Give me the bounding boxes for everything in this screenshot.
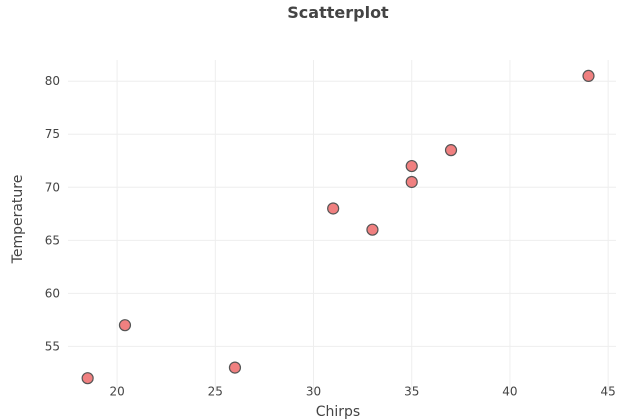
y-tick-label: 70 [45,180,60,194]
x-tick-label: 35 [404,385,419,399]
data-point[interactable] [444,144,458,157]
data-point[interactable] [327,202,340,215]
data-point[interactable] [366,223,379,236]
gridlines [68,60,616,392]
y-tick-label: 75 [45,127,60,141]
y-tick-label: 60 [45,286,60,300]
data-point[interactable] [582,69,595,83]
x-tick-label: 25 [208,385,223,399]
data-point[interactable] [228,361,242,374]
y-tick-label: 55 [45,339,60,353]
data-points [81,69,595,385]
x-tick-label: 20 [109,385,124,399]
x-axis-title: Chirps [316,404,360,420]
data-point[interactable] [118,319,132,332]
y-tick-label: 80 [45,74,60,88]
x-tick-label: 45 [601,385,616,399]
data-point[interactable] [81,372,94,385]
y-axis-ticks: 55 60 65 70 75 80 [45,74,60,353]
x-tick-label: 30 [306,385,321,399]
x-tick-label: 40 [502,385,517,399]
chart-title: Scatterplot [287,3,389,22]
y-tick-label: 65 [45,233,60,247]
data-point[interactable] [405,175,418,189]
y-axis-title: Temperature [10,175,26,265]
x-axis-ticks: 20 25 30 35 40 45 [109,385,615,399]
data-point[interactable] [405,159,418,173]
